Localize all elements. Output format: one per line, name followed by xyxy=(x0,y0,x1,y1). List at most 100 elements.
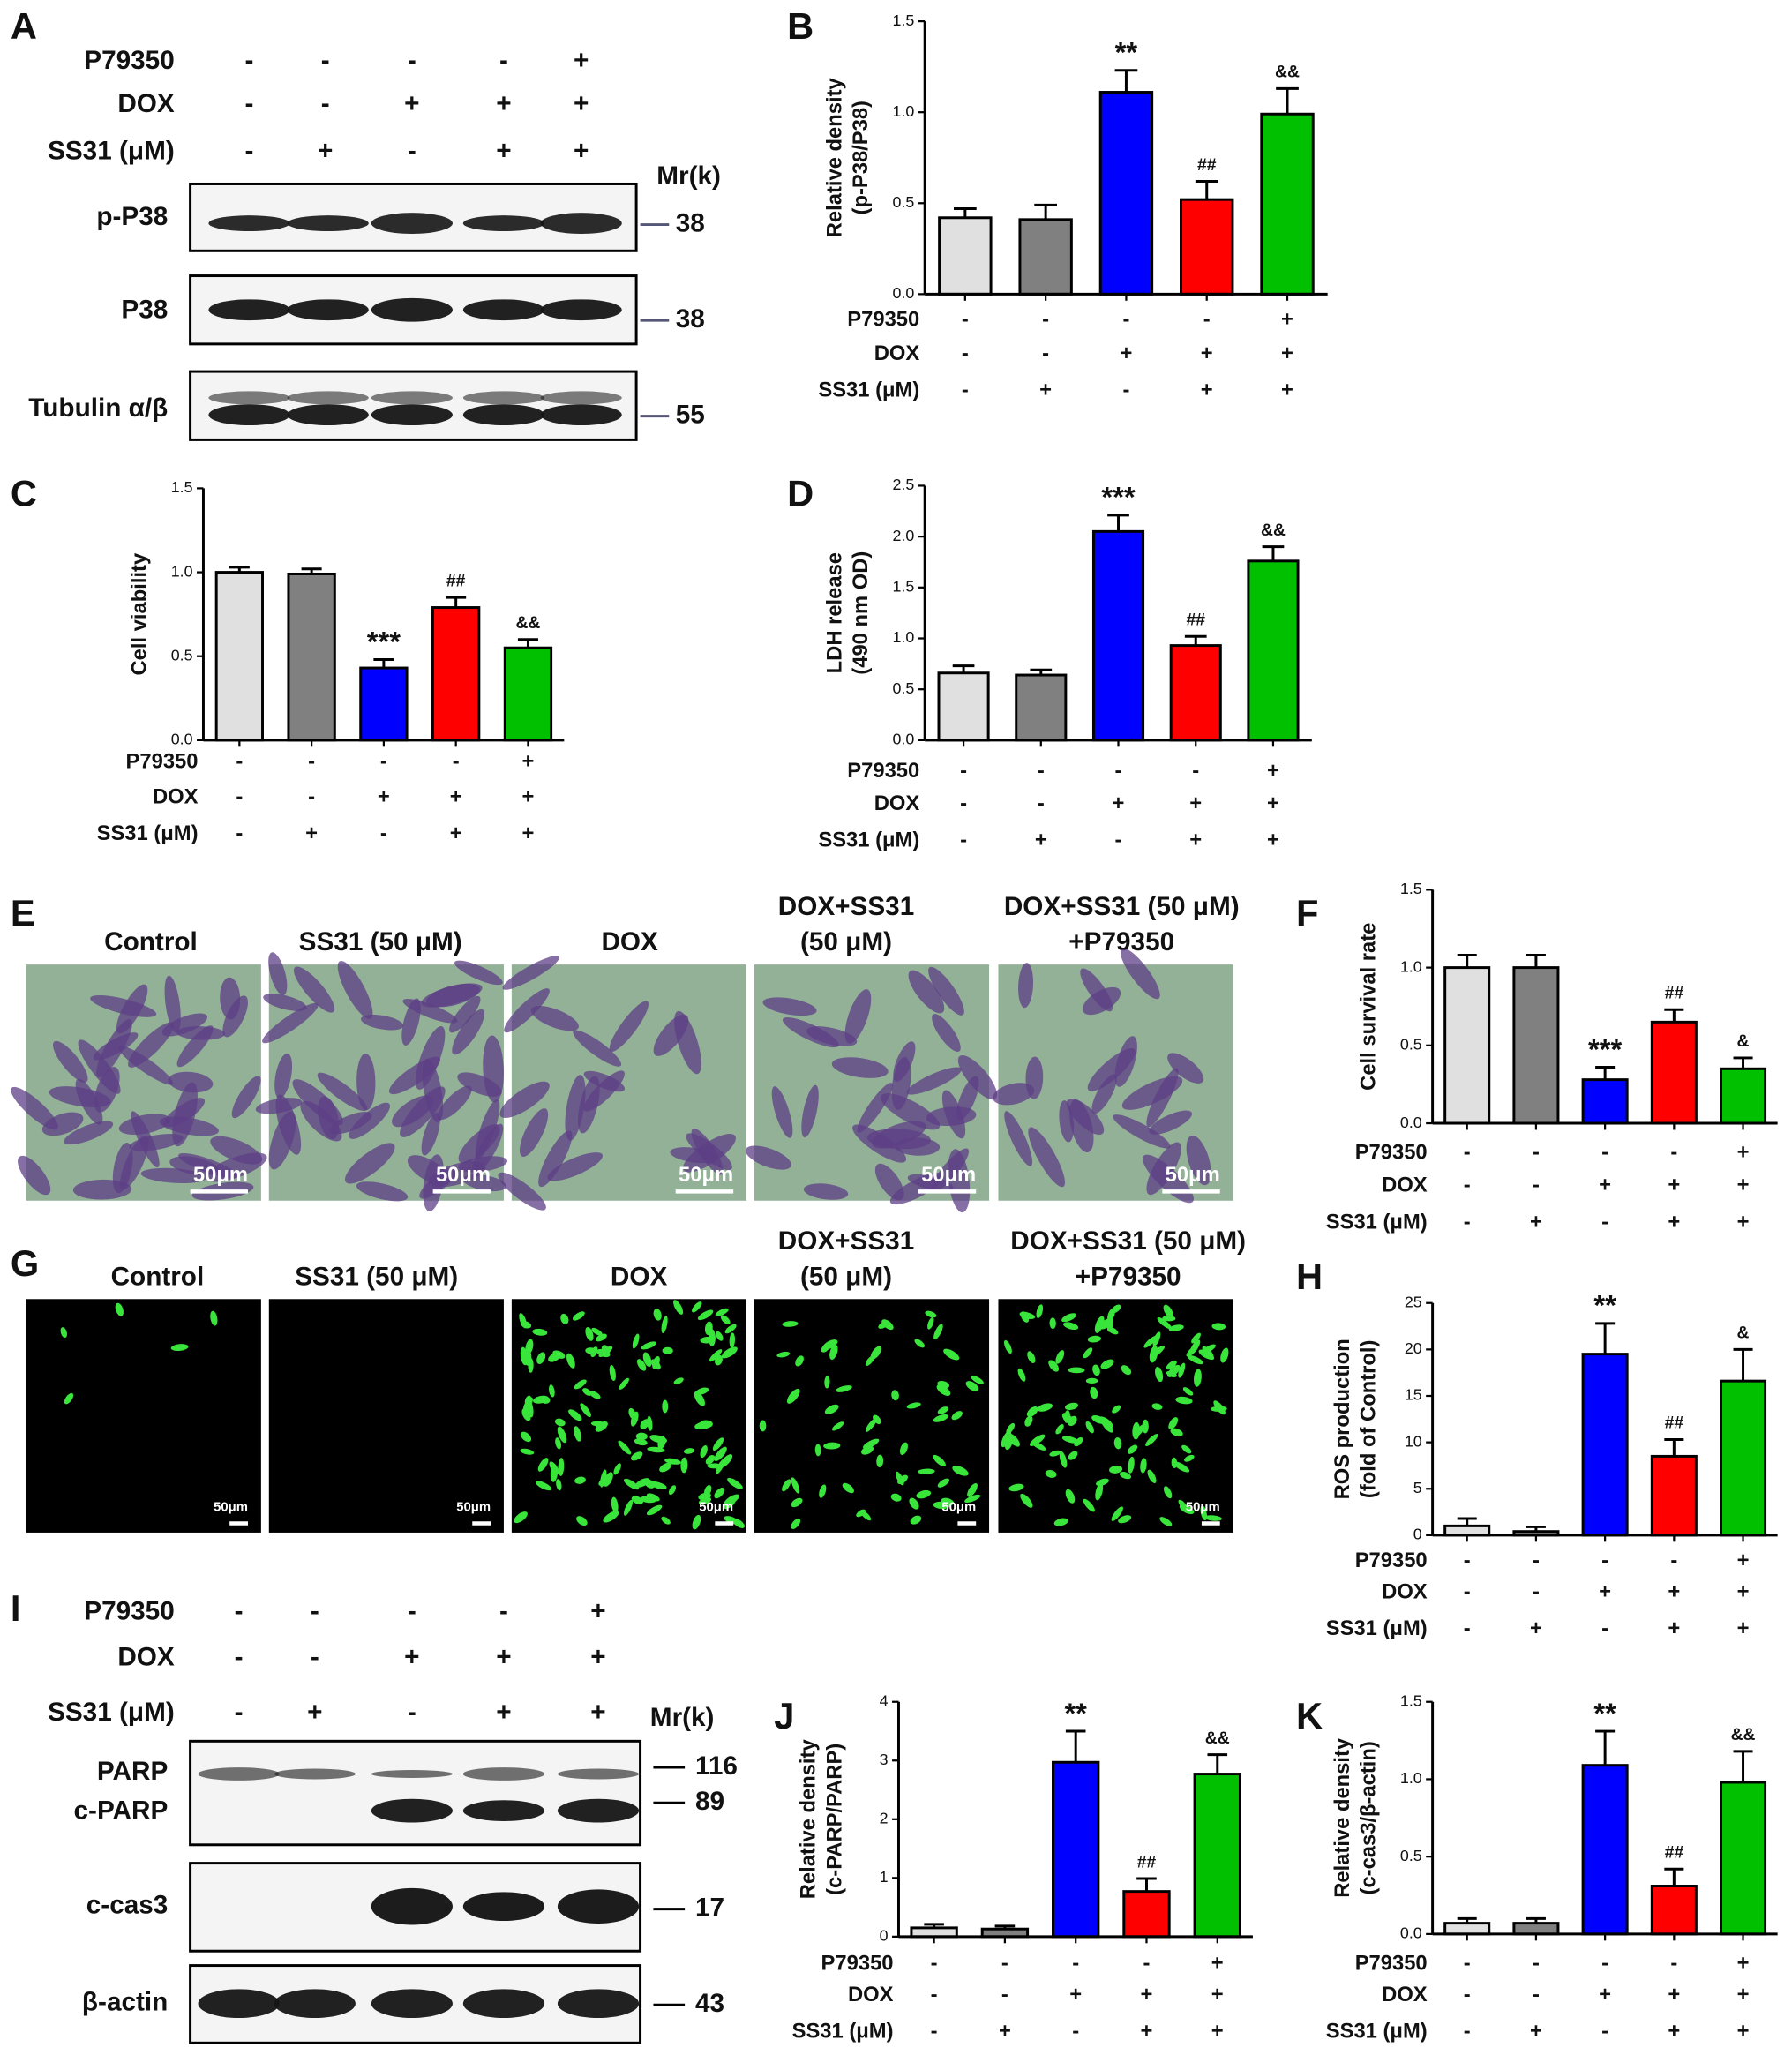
cell xyxy=(791,1518,801,1529)
significance: ## xyxy=(1137,1853,1157,1871)
treatment-label: P79350 xyxy=(1355,1549,1428,1572)
cell xyxy=(700,1445,708,1459)
cell xyxy=(941,1497,955,1506)
cell xyxy=(556,1479,562,1491)
treatment-label: SS31 (μM) xyxy=(1326,2020,1428,2044)
cell xyxy=(937,1406,949,1414)
cell xyxy=(925,1310,937,1318)
cell xyxy=(631,1496,644,1504)
cell xyxy=(694,1421,713,1429)
treatment-sign: + xyxy=(999,2020,1011,2044)
y-tick-label: 1 xyxy=(880,1868,889,1886)
cell xyxy=(906,1067,962,1095)
cell xyxy=(1036,1304,1044,1319)
cell xyxy=(1163,1486,1173,1499)
y-tick-label: 1.5 xyxy=(171,478,193,496)
bar xyxy=(359,666,409,742)
treatment-sign: + xyxy=(1211,2020,1224,2044)
panel-label: A xyxy=(11,5,37,47)
treatment-sign: + xyxy=(1737,1141,1750,1165)
cell xyxy=(646,1504,663,1516)
significance: ## xyxy=(1665,985,1684,1003)
micrograph xyxy=(268,1299,504,1533)
treatment-sign: + xyxy=(1668,1210,1680,1234)
cell xyxy=(659,1462,672,1473)
treatment-sign: - xyxy=(453,749,460,773)
cell xyxy=(1136,1424,1144,1436)
cell xyxy=(1085,1421,1094,1434)
cell xyxy=(697,1309,714,1321)
y-tick-label: 1.0 xyxy=(171,562,193,580)
cell xyxy=(1028,1127,1065,1188)
treatment-sign: + xyxy=(1530,1616,1542,1640)
cell xyxy=(361,1014,404,1031)
cell xyxy=(786,1388,800,1404)
y-tick-label: 0.5 xyxy=(893,679,915,697)
treatment-sign: + xyxy=(1069,1983,1082,2006)
cell xyxy=(619,1377,629,1390)
bar xyxy=(1091,529,1145,742)
treatment-sign: + xyxy=(1211,1983,1224,2006)
cell xyxy=(1157,1317,1172,1330)
y-tick-label: 0.5 xyxy=(893,193,915,211)
cell xyxy=(715,1308,729,1316)
treatment-sign: + xyxy=(404,1643,419,1672)
cell xyxy=(499,1081,550,1118)
bar xyxy=(1193,1773,1241,1939)
cells xyxy=(60,1302,218,1405)
y-tick-label: 2.0 xyxy=(893,527,915,544)
cell xyxy=(819,1484,827,1498)
cell xyxy=(823,1442,841,1450)
cell xyxy=(591,1327,603,1336)
cell xyxy=(589,1391,601,1399)
blot-row-label: PARP xyxy=(97,1757,168,1786)
treatment-sign: - xyxy=(235,1643,244,1672)
cell xyxy=(1087,1048,1136,1091)
cell xyxy=(1220,1347,1229,1363)
cell xyxy=(11,1086,58,1130)
blot-row-label: Tubulin α/β xyxy=(28,394,168,423)
significance: ## xyxy=(1197,156,1217,175)
significance: & xyxy=(1737,1032,1750,1051)
cell xyxy=(329,1112,372,1135)
cell xyxy=(524,1395,532,1406)
cell xyxy=(647,1415,653,1431)
bar xyxy=(1018,218,1073,296)
cell xyxy=(1178,1362,1186,1378)
cell xyxy=(1128,1444,1138,1454)
treatment-sign: + xyxy=(1141,1983,1153,2006)
y-axis-label: (490 nm OD) xyxy=(849,551,873,675)
bar xyxy=(1650,1020,1698,1125)
treatment-sign: - xyxy=(1464,1983,1471,2006)
treatment-label: DOX xyxy=(1382,1983,1428,2006)
blot-band xyxy=(371,213,453,234)
cell xyxy=(521,1431,532,1443)
cell xyxy=(683,1448,695,1454)
image-title: +P79350 xyxy=(1076,1262,1181,1291)
cell xyxy=(964,1494,981,1504)
treatment-sign: - xyxy=(1601,1141,1608,1165)
image-title: DOX xyxy=(601,927,658,956)
blot-row-label: c-PARP xyxy=(74,1796,169,1825)
cell xyxy=(1194,1369,1202,1387)
bar xyxy=(1581,1353,1629,1537)
cell xyxy=(673,1300,684,1315)
cell xyxy=(870,1346,881,1360)
blot-band xyxy=(557,1768,640,1780)
cell xyxy=(426,983,480,1008)
cell xyxy=(661,1516,671,1525)
cell xyxy=(1142,1419,1149,1434)
cell xyxy=(829,1344,838,1360)
cell xyxy=(498,1172,546,1211)
treatment-sign: + xyxy=(496,1643,511,1672)
significance: && xyxy=(1205,1729,1230,1748)
image-title: DOX+SS31 (50 μM) xyxy=(1010,1226,1246,1256)
cell xyxy=(928,966,964,1016)
cell xyxy=(692,1514,701,1530)
bar xyxy=(1247,559,1300,742)
cell xyxy=(268,952,288,995)
cell xyxy=(680,1457,688,1474)
scale-bar-label: 50μm xyxy=(699,1501,733,1515)
cell xyxy=(580,1403,591,1418)
